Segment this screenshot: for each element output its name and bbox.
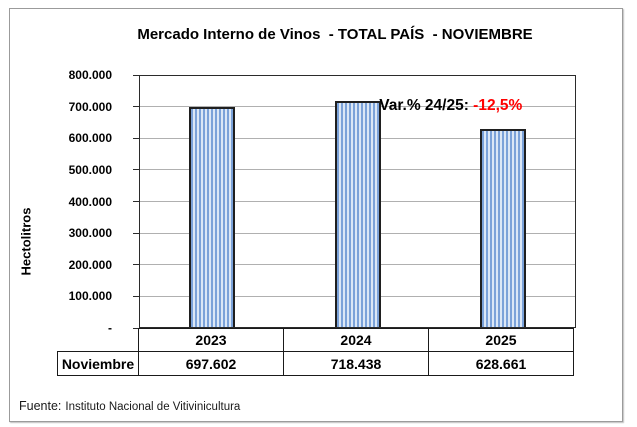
y-tick-mark — [133, 74, 139, 76]
table-value-2023: 697.602 — [138, 351, 284, 376]
y-tick-label: 100.000 — [68, 289, 112, 304]
table-value-2024: 718.438 — [283, 351, 429, 376]
table-row-label: Noviembre — [57, 351, 139, 376]
data-table: 2023 2024 2025 Noviembre 697.602 718.438… — [57, 328, 574, 376]
y-tick-mark — [133, 169, 139, 171]
y-tick-label: 200.000 — [68, 257, 112, 272]
y-tick-mark — [133, 232, 139, 234]
y-tick-label: 300.000 — [68, 226, 112, 241]
y-tick-mark — [133, 295, 139, 297]
y-tick-mark — [133, 137, 139, 139]
variation-annotation: Var.% 24/25: -12,5% — [362, 79, 522, 133]
y-tick-label: 600.000 — [68, 131, 112, 146]
table-year-row: 2023 2024 2025 — [58, 328, 574, 352]
y-tick-label: 500.000 — [68, 162, 112, 177]
source-text: Instituto Nacional de Vitivinicultura — [65, 401, 241, 413]
y-tick-label: 400.000 — [68, 194, 112, 209]
variation-label: Var.% 24/25: — [379, 97, 474, 114]
table-value-row: Noviembre 697.602 718.438 628.661 — [57, 351, 574, 376]
bar-2025 — [480, 129, 527, 328]
source-note: Fuente: Instituto Nacional de Vitivinicul… — [19, 399, 240, 413]
table-year-2025: 2025 — [428, 328, 574, 352]
y-tick-mark — [133, 106, 139, 108]
table-year-2023: 2023 — [138, 328, 284, 352]
y-tick-label: 800.000 — [68, 68, 112, 82]
table-blank-cell — [58, 329, 139, 352]
y-tick-label: - — [108, 321, 112, 335]
y-tick-mark — [133, 201, 139, 202]
bar-2023 — [188, 107, 235, 328]
variation-value: -12,5% — [473, 97, 523, 114]
table-year-2024: 2024 — [283, 328, 429, 352]
table-value-2025: 628.661 — [428, 351, 574, 376]
y-tick-label: 700.000 — [68, 99, 112, 114]
source-prefix: Fuente: — [19, 399, 62, 413]
chart-title: Mercado Interno de Vinos - TOTAL PAÍS - … — [137, 26, 533, 43]
plot-area-border — [139, 75, 576, 328]
bar-2024 — [334, 100, 381, 328]
y-tick-mark — [133, 327, 139, 329]
y-tick-mark — [133, 264, 139, 266]
